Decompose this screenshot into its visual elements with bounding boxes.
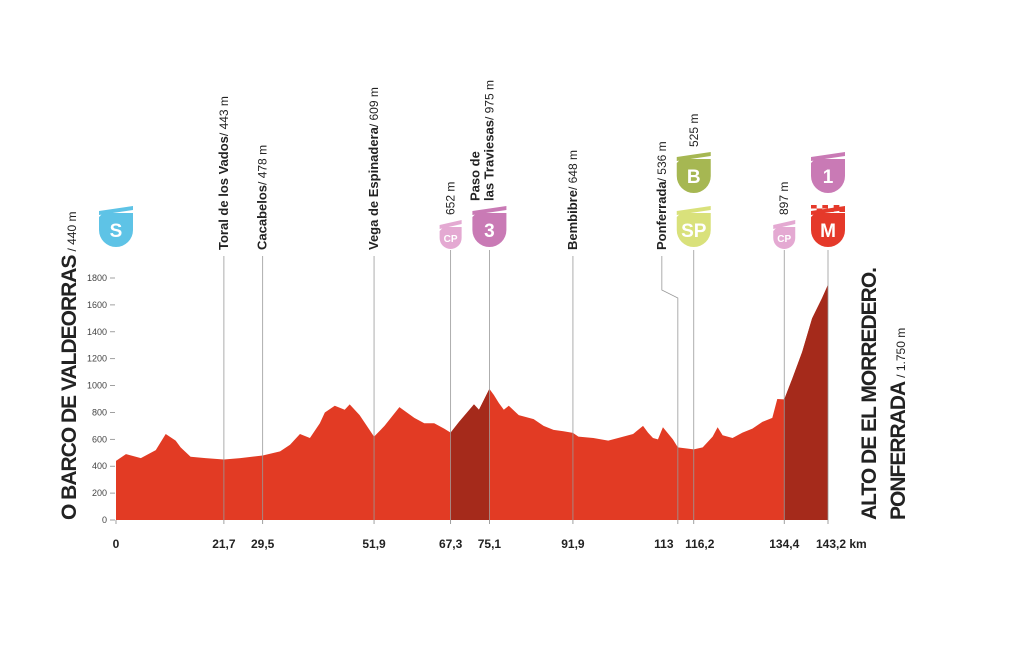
waypoint-label-part: / 648 m bbox=[566, 150, 580, 190]
start-title: O BARCO DE VALDEORRAS / 440 m bbox=[58, 212, 81, 521]
badge: B bbox=[676, 152, 711, 193]
checker bbox=[822, 205, 828, 209]
x-tick-label: 67,3 bbox=[439, 537, 463, 551]
waypoint-elev-part: 897 m bbox=[777, 182, 791, 215]
waypoint-label-part: Paso de bbox=[467, 151, 482, 201]
x-tick-label: 134,4 bbox=[769, 537, 799, 551]
y-tick-label: 600 bbox=[92, 434, 107, 444]
x-tick-label: 21,7 bbox=[212, 537, 236, 551]
waypoint-label-part: / 536 m bbox=[655, 141, 669, 181]
badge-flag bbox=[811, 152, 845, 161]
waypoint-label: Paso de bbox=[467, 151, 482, 201]
waypoint-elev: 897 m bbox=[777, 182, 791, 215]
x-tick-label: 91,9 bbox=[561, 537, 585, 551]
y-tick-label: 0 bbox=[102, 515, 107, 525]
x-tick-label: 29,5 bbox=[251, 537, 275, 551]
badge: CP bbox=[439, 220, 462, 249]
y-tick-label: 1400 bbox=[87, 327, 107, 337]
waypoint-label-part: las Traviesas bbox=[481, 120, 496, 201]
x-tick-label: 0 bbox=[113, 537, 120, 551]
badge-shape bbox=[811, 159, 845, 193]
y-tick-label: 1600 bbox=[87, 300, 107, 310]
badge: M bbox=[811, 205, 845, 247]
waypoint-line bbox=[661, 256, 679, 520]
badge-text: B bbox=[687, 167, 701, 188]
waypoint-label-part: Cacabelos bbox=[255, 185, 270, 250]
waypoint-label-part: / 478 m bbox=[256, 145, 270, 185]
start-elev: / 440 m bbox=[65, 212, 79, 252]
badge: CP bbox=[773, 220, 796, 249]
waypoint-label: las Traviesas/ 975 m bbox=[481, 80, 496, 201]
waypoint-label-part: Bembibre bbox=[565, 190, 580, 250]
y-tick-label: 1200 bbox=[87, 354, 107, 364]
checker bbox=[828, 208, 834, 212]
waypoint-elev-part: 525 m bbox=[687, 114, 701, 147]
waypoint-label: Vega de Espinadera/ 609 m bbox=[366, 87, 381, 250]
waypoint-label-part: / 609 m bbox=[367, 87, 381, 127]
x-tick-label: 113 bbox=[654, 537, 674, 551]
elevation-area bbox=[116, 284, 828, 520]
waypoint-label: Bembibre/ 648 m bbox=[565, 150, 580, 250]
climb-area bbox=[784, 284, 828, 520]
badge-flag bbox=[676, 206, 711, 215]
badge-shape bbox=[99, 213, 133, 247]
y-tick-label: 1800 bbox=[87, 273, 107, 283]
badge-text: SP bbox=[681, 221, 707, 242]
badge-shape bbox=[676, 159, 711, 193]
waypoint-label-part: Ponferrada bbox=[654, 181, 669, 250]
climb-area bbox=[450, 388, 490, 520]
badge-shape bbox=[811, 213, 845, 247]
badge-shape bbox=[472, 213, 507, 248]
waypoint-elev: 525 m bbox=[687, 114, 701, 147]
start-name: O BARCO DE VALDEORRAS bbox=[58, 255, 81, 520]
waypoint-label-part: Vega de Espinadera bbox=[366, 126, 381, 250]
badge-flag bbox=[99, 206, 133, 215]
x-tick-label: 75,1 bbox=[478, 537, 502, 551]
waypoint-label: Ponferrada/ 536 m bbox=[654, 141, 669, 250]
checker bbox=[816, 208, 823, 212]
badge: S bbox=[99, 206, 133, 247]
badge-shape bbox=[773, 227, 796, 249]
badge-text: 1 bbox=[823, 167, 834, 188]
badge-text: M bbox=[820, 221, 836, 242]
waypoint-elev: 652 m bbox=[444, 182, 458, 215]
badge: SP bbox=[676, 206, 711, 248]
y-tick-label: 200 bbox=[92, 488, 107, 498]
badge-flag bbox=[676, 152, 711, 161]
badge-text: CP bbox=[777, 234, 791, 245]
badge-text: 3 bbox=[484, 221, 495, 242]
waypoint-label: Toral de los Vados/ 443 m bbox=[216, 96, 231, 250]
x-tick-label: 143,2 km bbox=[816, 537, 867, 551]
finish-title: ALTO DE EL MORREDERO. bbox=[858, 268, 881, 520]
y-tick-label: 1000 bbox=[87, 381, 107, 391]
badge-flag bbox=[472, 206, 507, 215]
checker bbox=[833, 205, 840, 209]
waypoint-label-part: / 975 m bbox=[482, 80, 496, 120]
badge-shape bbox=[439, 227, 462, 249]
waypoint-label-part: Toral de los Vados bbox=[216, 136, 231, 250]
badge-flag bbox=[439, 220, 462, 229]
checker bbox=[839, 208, 845, 212]
checker bbox=[811, 205, 817, 209]
finish-elev: / 1.750 m bbox=[894, 328, 908, 378]
waypoint-label-part: / 443 m bbox=[217, 96, 231, 136]
waypoint-elev-part: 652 m bbox=[444, 182, 458, 215]
badge-text: S bbox=[110, 221, 123, 242]
waypoint-label: Cacabelos/ 478 m bbox=[255, 145, 270, 250]
badge: 1 bbox=[811, 152, 845, 193]
badge-flag bbox=[773, 220, 796, 229]
y-tick-label: 400 bbox=[92, 461, 107, 471]
finish-name: ALTO DE EL MORREDERO. bbox=[858, 268, 881, 520]
badge-shape bbox=[676, 213, 711, 248]
x-tick-label: 51,9 bbox=[362, 537, 386, 551]
badge-text: CP bbox=[444, 234, 458, 245]
badge: 3 bbox=[472, 206, 507, 248]
x-tick-label: 116,2 bbox=[685, 537, 715, 551]
finish-title: PONFERRADA / 1.750 m bbox=[887, 328, 910, 520]
y-tick-label: 800 bbox=[92, 407, 107, 417]
finish-name: PONFERRADA bbox=[887, 381, 910, 520]
